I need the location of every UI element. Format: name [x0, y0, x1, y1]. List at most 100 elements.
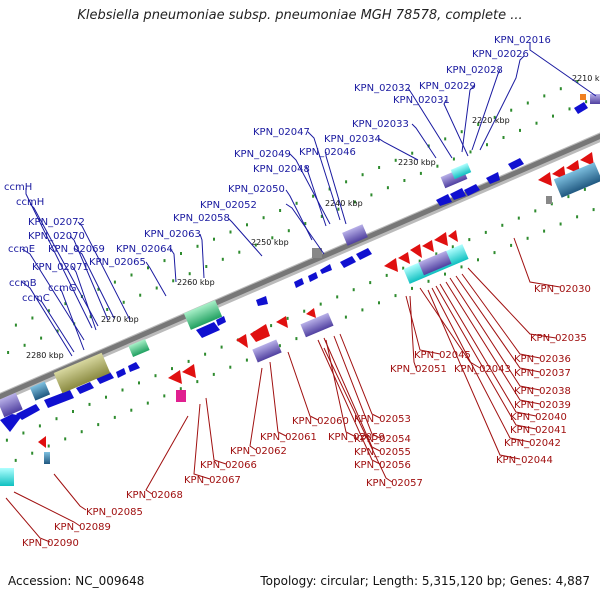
tick-label: 2210 kbp — [572, 74, 600, 83]
grid-dot — [105, 395, 107, 399]
grid-dot — [576, 80, 579, 83]
grid-dot — [510, 243, 513, 247]
grid-dot — [427, 279, 430, 283]
grid-dot — [286, 316, 289, 320]
tick-label: 2230 kbp — [398, 158, 436, 167]
grid-dot — [245, 358, 248, 362]
tick-label: 2240 kbp — [325, 199, 363, 208]
grid-dot — [361, 173, 364, 177]
gene-label: ccmH — [16, 197, 44, 208]
grid-dot — [510, 108, 513, 112]
forward-genes[interactable] — [0, 94, 600, 432]
grid-dot — [378, 301, 380, 305]
grid-dot — [519, 128, 521, 132]
gene-arrow-forward — [340, 256, 356, 268]
grid-dot — [353, 200, 356, 204]
gene-label: KPN_02063 — [144, 229, 201, 240]
gene-arrow-forward — [128, 362, 140, 372]
grid-dot — [336, 295, 339, 299]
tick-label: 2280 kbp — [26, 351, 64, 360]
grid-dot — [567, 195, 570, 199]
gene-arrow-forward — [116, 368, 126, 378]
gene-label: KPN_02045 — [414, 350, 471, 361]
grid-dot — [23, 343, 26, 347]
gene-arrow-forward — [450, 188, 466, 200]
grid-dot — [179, 387, 182, 391]
grid-dot — [22, 431, 25, 435]
gene-label: KPN_02041 — [510, 425, 567, 436]
grid-dot — [295, 337, 298, 341]
grid-dot — [7, 351, 10, 354]
gene-label: KPN_02068 — [126, 490, 183, 501]
gene-block — [128, 338, 150, 358]
reverse-genes[interactable] — [0, 152, 600, 486]
gene-block — [0, 468, 14, 486]
grid-dot — [517, 216, 520, 220]
grid-dot — [205, 265, 208, 268]
grid-dot — [171, 367, 173, 371]
gene-block — [546, 196, 552, 204]
gene-arrow-reverse — [448, 230, 458, 242]
grid-dot — [155, 286, 158, 290]
gene-block — [44, 452, 50, 464]
grid-dot — [154, 374, 157, 378]
gene-label: KPN_02052 — [200, 200, 257, 211]
gene-arrow-reverse — [384, 258, 398, 272]
grid-dot — [444, 272, 446, 276]
grid-dot — [14, 458, 17, 462]
gene-label: ccmB — [9, 278, 37, 289]
gene-label: KPN_02029 — [419, 81, 476, 92]
gene-label: KPN_02037 — [514, 368, 571, 379]
gene-label: KPN_02061 — [260, 432, 317, 443]
grid-dot — [139, 293, 142, 297]
reverse-labels: KPN_02030 KPN_02035 KPN_02045 KPN_02036 … — [22, 284, 591, 549]
grid-dot — [80, 430, 83, 434]
grid-dot — [552, 114, 554, 118]
gene-label: KPN_02044 — [496, 455, 553, 466]
gene-label: KPN_02057 — [366, 478, 423, 489]
gene-block — [312, 248, 322, 258]
grid-dot — [312, 194, 315, 198]
grid-dot — [38, 424, 41, 428]
grid-dot — [534, 209, 537, 213]
grid-dot — [113, 415, 116, 419]
gene-label: KPN_02031 — [393, 95, 450, 106]
gene-label: ccmH — [4, 182, 32, 193]
grid-dot — [352, 288, 355, 292]
gene-block — [252, 339, 282, 363]
gene-block — [553, 162, 600, 198]
gene-label: KPN_02065 — [89, 257, 146, 268]
gene-label: KPN_02090 — [22, 538, 79, 549]
gene-arrow-reverse — [236, 334, 248, 348]
gene-label: KPN_02026 — [472, 49, 529, 60]
grid-dot — [254, 243, 257, 247]
grid-dot — [526, 101, 529, 105]
gene-arrow-forward — [486, 172, 500, 184]
grid-dot — [460, 265, 463, 269]
grid-dot — [221, 257, 224, 261]
gene-arrow-reverse — [422, 240, 434, 252]
gene-arrow-forward — [356, 248, 372, 260]
grid-dot — [262, 216, 265, 220]
gene-label: KPN_02059 — [328, 432, 385, 443]
gene-label: KPN_02049 — [234, 149, 291, 160]
grid-dot — [122, 300, 125, 304]
grid-dot — [543, 229, 546, 233]
grid-dot — [213, 237, 215, 241]
gene-block — [450, 162, 472, 180]
grid-dot — [386, 186, 389, 190]
gene-label: KPN_02034 — [324, 134, 381, 145]
grid-dot — [89, 315, 92, 319]
gene-arrow-forward — [320, 264, 332, 274]
grid-dot — [328, 187, 331, 191]
gene-arrow-reverse — [410, 244, 422, 258]
gene-label: KPN_02058 — [173, 213, 230, 224]
gene-arrow-reverse — [182, 364, 196, 378]
gene-arrow-reverse — [168, 370, 182, 384]
gene-label: KPN_02033 — [352, 119, 409, 130]
grid-dot — [378, 166, 381, 169]
grid-dot — [229, 365, 232, 369]
gene-block — [29, 381, 51, 401]
gene-label: KPN_02030 — [534, 284, 591, 295]
